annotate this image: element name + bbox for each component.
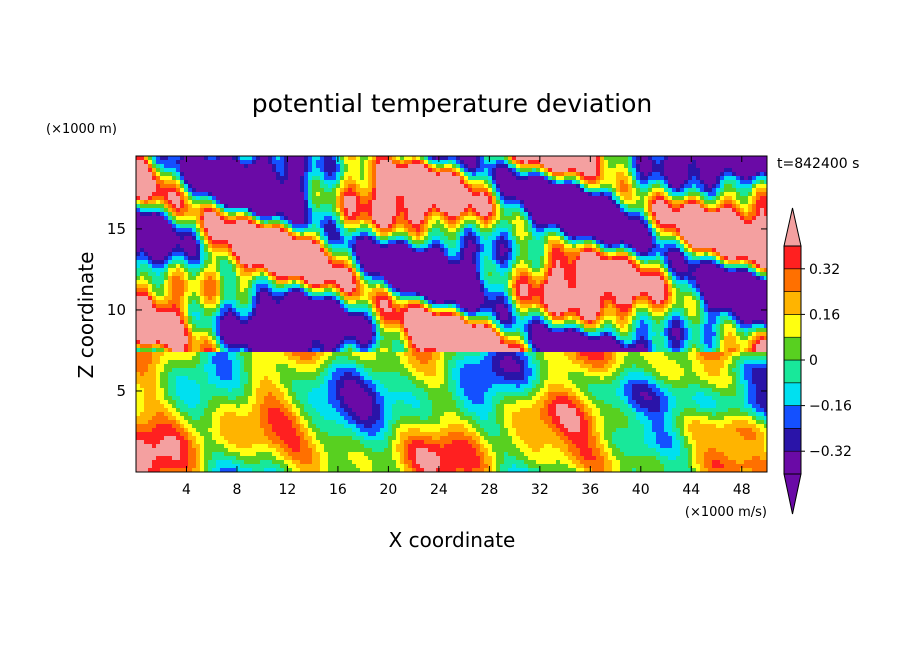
colorbar-segment xyxy=(784,314,801,337)
x-tick-label: 16 xyxy=(329,482,347,498)
colorbar-segment xyxy=(784,451,801,474)
x-axis-label: X coordinate xyxy=(389,528,516,552)
colorbar-segment xyxy=(784,246,801,269)
x-tick-label: 32 xyxy=(531,482,549,498)
colorbar-tick-label: −0.16 xyxy=(809,399,852,415)
x-tick-label: 20 xyxy=(379,482,397,498)
colorbar-segment xyxy=(784,269,801,292)
colorbar-over-triangle xyxy=(784,208,801,246)
y-axis-unit: (×1000 m) xyxy=(46,122,117,137)
x-tick-label: 44 xyxy=(682,482,700,498)
x-tick-label: 28 xyxy=(480,482,498,498)
colorbar-segment xyxy=(784,337,801,360)
contour-field xyxy=(136,156,769,473)
x-tick-label: 8 xyxy=(232,482,241,498)
colorbar-segment xyxy=(784,360,801,383)
x-tick-label: 12 xyxy=(279,482,297,498)
y-tick-label: 5 xyxy=(116,382,126,400)
colorbar: −0.32 −0.16 0 0.16 0.32 xyxy=(784,208,852,514)
x-tick-label: 40 xyxy=(632,482,650,498)
chart-title: potential temperature deviation xyxy=(252,89,652,118)
x-tick-label: 24 xyxy=(430,482,448,498)
colorbar-tick-label: 0 xyxy=(809,353,818,369)
y-axis-label: Z coordinate xyxy=(74,252,98,379)
y-tick-label: 10 xyxy=(107,301,126,319)
colorbar-segment xyxy=(784,428,801,451)
colorbar-tick-label: −0.32 xyxy=(809,444,852,460)
colorbar-segment xyxy=(784,383,801,406)
colorbar-under-triangle xyxy=(784,474,801,514)
x-axis-unit: (×1000 m/s) xyxy=(685,505,767,520)
colorbar-segment xyxy=(784,292,801,315)
colorbar-tick-label: 0.16 xyxy=(809,307,840,323)
y-tick-label: 15 xyxy=(107,220,126,238)
x-tick-label: 48 xyxy=(733,482,751,498)
time-label: t=842400 s xyxy=(777,156,859,172)
x-tick-label: 4 xyxy=(182,482,191,498)
colorbar-segment xyxy=(784,406,801,429)
x-tick-label: 36 xyxy=(581,482,599,498)
colorbar-tick-label: 0.32 xyxy=(809,262,840,278)
